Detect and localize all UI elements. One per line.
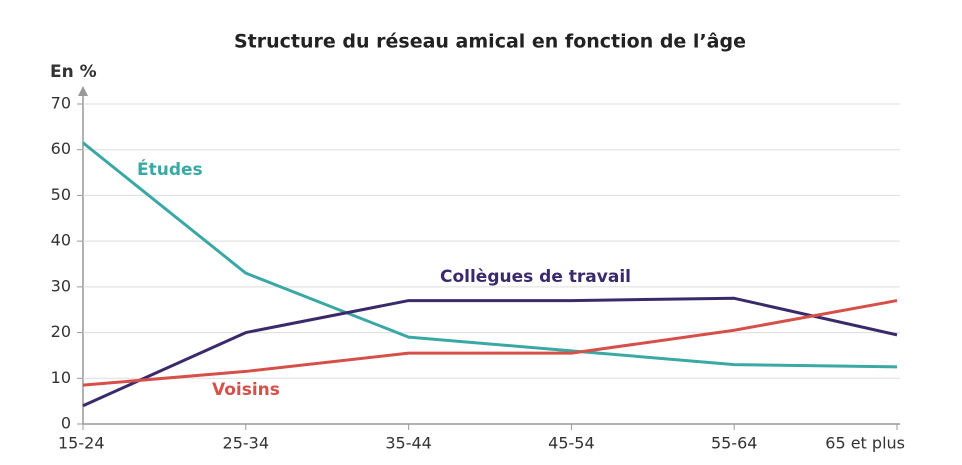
series-label: Collègues de travail [440, 267, 631, 287]
x-tick-label: 55-64 [711, 434, 758, 453]
x-tick-label: 15-24 [58, 434, 105, 453]
chart-title: Structure du réseau amical en fonction d… [234, 31, 746, 53]
x-tick-label: 25-34 [223, 434, 270, 453]
series-line [82, 299, 898, 387]
y-tick-label: 50 [51, 185, 71, 204]
y-tick-label: 30 [51, 276, 71, 295]
x-tick-label: 35-44 [385, 434, 432, 453]
y-tick-label: 60 [51, 139, 71, 158]
y-tick-label: 20 [51, 322, 71, 341]
series-label: Voisins [212, 380, 280, 400]
y-axis-label: En % [50, 62, 97, 82]
y-axis-arrow [78, 86, 88, 96]
y-tick-label: 40 [51, 231, 71, 250]
y-tick-label: 70 [51, 94, 71, 113]
y-tick-label: 10 [51, 368, 71, 387]
series-line [82, 296, 898, 408]
series-line [82, 141, 898, 369]
y-tick-label: 0 [61, 414, 71, 433]
x-tick-label: 45-54 [548, 434, 595, 453]
series-label: Études [137, 158, 203, 180]
x-tick-label: 65 et plus [825, 434, 905, 453]
